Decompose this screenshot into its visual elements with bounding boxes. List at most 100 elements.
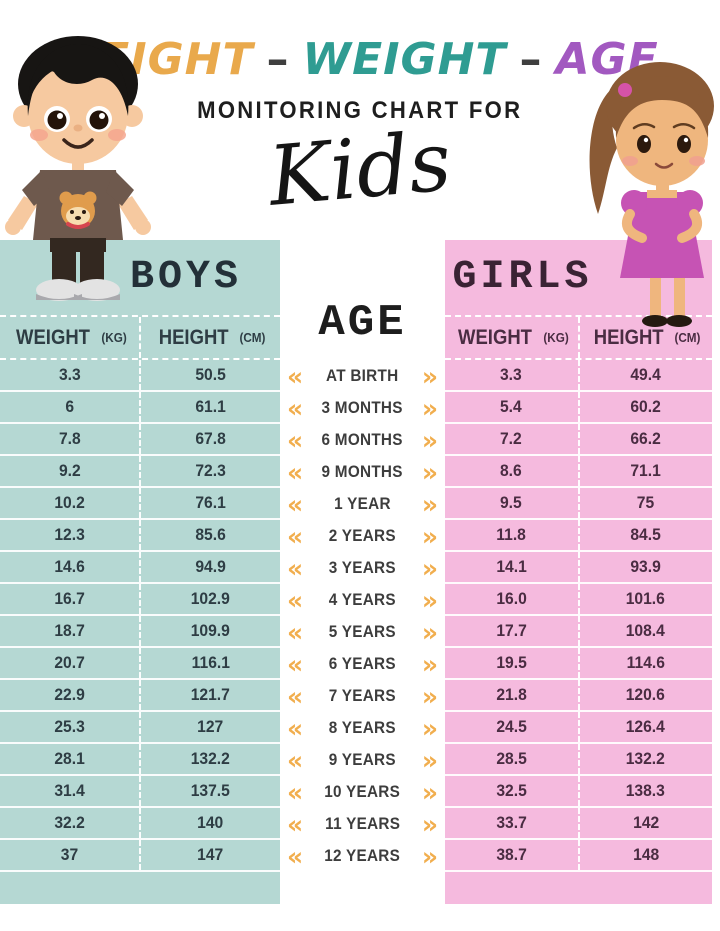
table-row: 32.2 140 — [0, 808, 280, 840]
chevron-left-icon: « — [287, 745, 304, 775]
table-row: 7.2 66.2 — [445, 424, 712, 456]
age-label: 9 YEARS — [328, 750, 397, 769]
weight-cell: 31.4 — [0, 776, 139, 806]
chevron-right-icon: » — [421, 745, 438, 775]
age-label: 9 MONTHS — [321, 462, 404, 481]
weight-cell: 19.5 — [445, 648, 578, 678]
table-row: 12.3 85.6 — [0, 520, 280, 552]
height-cell: 126.4 — [577, 712, 713, 742]
height-cell: 61.1 — [139, 392, 280, 422]
boys-table: BOYS WEIGHT (KG) HEIGHT (CM) 3.3 50.5 6 — [0, 240, 280, 904]
age-label: 10 YEARS — [324, 782, 401, 801]
girls-banner: GIRLS — [445, 240, 712, 315]
table-row: 24.5 126.4 — [445, 712, 712, 744]
height-value: 120.6 — [626, 685, 666, 704]
height-cell: 85.6 — [139, 520, 280, 550]
age-row: « 10 YEARS » — [280, 776, 445, 808]
weight-value: 28.1 — [54, 749, 85, 768]
age-row: « 9 YEARS » — [280, 744, 445, 776]
weight-cell: 6 — [0, 392, 139, 422]
weight-value: 14.6 — [54, 557, 85, 576]
weight-value: 17.7 — [496, 621, 527, 640]
height-cell: 140 — [139, 808, 280, 838]
age-row: « 5 YEARS » — [280, 616, 445, 648]
age-row: « 2 YEARS » — [280, 520, 445, 552]
table-row: 22.9 121.7 — [0, 680, 280, 712]
age-label: 4 YEARS — [328, 590, 397, 609]
chevron-right-icon: » — [421, 521, 438, 551]
age-label: 2 YEARS — [328, 526, 397, 545]
chevron-left-icon: « — [287, 585, 304, 615]
table-row: 11.8 84.5 — [445, 520, 712, 552]
height-cell: 66.2 — [577, 424, 713, 454]
weight-value: 9.2 — [58, 461, 81, 480]
chevron-left-icon: « — [287, 681, 304, 711]
height-value: 148 — [632, 845, 659, 864]
height-value: 72.3 — [195, 461, 226, 480]
chevron-left-icon: « — [287, 649, 304, 679]
boys-column-headers: WEIGHT (KG) HEIGHT (CM) — [0, 315, 280, 360]
table-row: 3.3 50.5 — [0, 360, 280, 392]
boys-title: BOYS — [129, 255, 242, 300]
age-rows: « AT BIRTH » « 3 MONTHS » « 6 MONTHS » — [280, 360, 445, 872]
age-row: « 6 MONTHS » — [280, 424, 445, 456]
weight-cell: 16.0 — [445, 584, 578, 614]
weight-value: 38.7 — [496, 845, 527, 864]
weight-cell: 5.4 — [445, 392, 578, 422]
weight-cell: 38.7 — [445, 840, 578, 870]
weight-cell: 28.5 — [445, 744, 578, 774]
table-row: 18.7 109.9 — [0, 616, 280, 648]
height-cell: 121.7 — [139, 680, 280, 710]
weight-value: 10.2 — [54, 493, 85, 512]
height-cell: 116.1 — [139, 648, 280, 678]
weight-value: 12.3 — [54, 525, 85, 544]
girl-illustration — [589, 62, 714, 327]
height-value: 121.7 — [190, 685, 231, 704]
title-dash: – — [519, 34, 543, 85]
weight-cell: 3.3 — [0, 360, 139, 390]
height-value: 138.3 — [626, 781, 666, 800]
table-row: 10.2 76.1 — [0, 488, 280, 520]
height-cell: 102.9 — [139, 584, 280, 614]
weight-value: 6 — [65, 397, 74, 416]
age-label: 6 YEARS — [328, 654, 397, 673]
height-cell: 50.5 — [139, 360, 280, 390]
height-cell: 120.6 — [577, 680, 713, 710]
boys-rows: 3.3 50.5 6 61.1 7.8 67.8 9.2 72.3 — [0, 360, 280, 872]
age-row: « 3 MONTHS » — [280, 392, 445, 424]
height-value: 116.1 — [191, 653, 230, 672]
table-row: 28.1 132.2 — [0, 744, 280, 776]
weight-cell: 22.9 — [0, 680, 139, 710]
table-row: 25.3 127 — [0, 712, 280, 744]
height-cell: 71.1 — [577, 456, 713, 486]
chevron-right-icon: » — [421, 457, 438, 487]
boy-illustration — [5, 36, 151, 301]
chevron-right-icon: » — [421, 425, 438, 455]
height-cell: 49.4 — [577, 360, 713, 390]
page-title: HEIGHT – WEIGHT – AGE — [0, 34, 720, 85]
chevron-left-icon: « — [287, 617, 304, 647]
chevron-right-icon: » — [421, 777, 438, 807]
weight-value: 8.6 — [500, 461, 523, 480]
table-row: 33.7 142 — [445, 808, 712, 840]
height-value: 142 — [632, 813, 659, 832]
weight-value: 28.5 — [496, 749, 527, 768]
weight-value: 5.4 — [500, 397, 523, 416]
height-cell: 147 — [139, 840, 280, 870]
weight-cell: 9.5 — [445, 488, 578, 518]
height-value: 94.9 — [195, 557, 226, 576]
chevron-right-icon: » — [421, 393, 438, 423]
table-row: 16.7 102.9 — [0, 584, 280, 616]
height-value: 126.4 — [626, 717, 666, 736]
height-cell: 67.8 — [139, 424, 280, 454]
height-cell: 84.5 — [577, 520, 713, 550]
weight-value: 11.8 — [496, 525, 527, 544]
height-value: 66.2 — [630, 429, 661, 448]
height-value: 137.5 — [190, 781, 231, 800]
weight-cell: 14.1 — [445, 552, 578, 582]
chevron-right-icon: » — [421, 553, 438, 583]
girls-title: GIRLS — [452, 255, 593, 300]
age-label: 6 MONTHS — [321, 430, 404, 449]
height-value: 109.9 — [190, 621, 231, 640]
weight-value: 7.8 — [58, 429, 81, 448]
